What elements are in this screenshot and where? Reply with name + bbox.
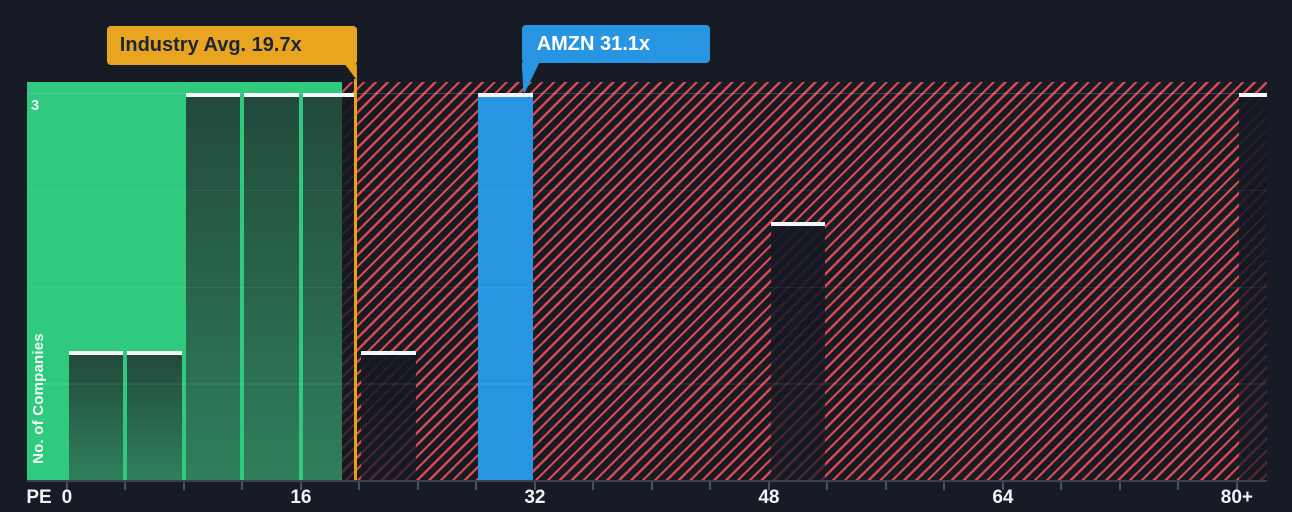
- industry-avg-line: [354, 79, 357, 480]
- x-axis-tick: [416, 481, 419, 490]
- x-axis-tick: [1060, 481, 1063, 490]
- bar-pe-20-24[interactable]: [361, 351, 416, 480]
- bar-top-line: [302, 93, 357, 98]
- gridline-horizontal: [26, 286, 1267, 288]
- bar-top-line: [478, 93, 533, 98]
- bar-fill: [68, 355, 124, 480]
- x-axis-tick: [124, 481, 127, 490]
- bar-top-line: [127, 351, 182, 356]
- x-axis-tick-label: 48: [758, 487, 780, 508]
- bar-pe-12-16[interactable]: [244, 93, 299, 480]
- bar-pe-16-20[interactable]: [302, 93, 357, 480]
- bar-fill: [770, 226, 826, 480]
- bar-fill: [127, 355, 182, 480]
- x-axis-tick: [1177, 481, 1180, 490]
- bar-fill: [302, 97, 342, 480]
- bar-top-line: [1238, 93, 1267, 98]
- x-axis-line: [26, 479, 1267, 482]
- x-axis-tick: [65, 481, 68, 490]
- x-axis-tick-label: 32: [524, 487, 546, 508]
- x-axis-tick: [533, 481, 536, 490]
- x-axis-title: PE: [26, 487, 52, 508]
- amzn-callout: AMZN 31.1x: [521, 25, 710, 63]
- x-axis-tick-label: 0: [61, 487, 73, 508]
- x-axis-tick: [592, 481, 595, 490]
- bar-pe-80-82[interactable]: [1238, 93, 1267, 480]
- x-axis-tick-label: 64: [992, 487, 1014, 508]
- bar-fill: [185, 97, 241, 480]
- x-axis-tick: [475, 481, 478, 490]
- x-axis-tick: [358, 481, 361, 490]
- x-axis-tick: [884, 481, 887, 490]
- bar-pe-8-12[interactable]: [185, 93, 241, 480]
- x-axis-tick: [1001, 481, 1004, 490]
- x-axis-tick: [767, 481, 770, 490]
- y-axis-max-label: 3: [30, 97, 40, 114]
- x-axis-tick: [709, 481, 712, 490]
- x-axis-tick-label: 16: [290, 487, 312, 508]
- bar-fill: [1238, 97, 1267, 480]
- bar-fill: [361, 355, 416, 480]
- bar-fill: [244, 97, 299, 480]
- x-axis-tick: [943, 481, 946, 490]
- bar-fill: [478, 97, 533, 480]
- bar-top-line: [68, 351, 124, 356]
- industry-avg-callout: Industry Avg. 19.7x: [106, 26, 357, 65]
- bar-pe-4-8[interactable]: [127, 351, 182, 480]
- bar-top-line: [244, 93, 299, 98]
- x-axis-tick: [1118, 481, 1121, 490]
- bar-fill: [341, 97, 357, 480]
- x-axis-tick: [650, 481, 653, 490]
- gridline-horizontal-max: [26, 92, 1267, 95]
- x-axis-tick: [299, 481, 302, 490]
- bar-top-line: [361, 351, 416, 356]
- gridline-horizontal: [26, 189, 1267, 192]
- x-axis-tick: [182, 481, 185, 490]
- bar-pe-0-4[interactable]: [68, 351, 124, 480]
- x-axis-tick: [826, 481, 829, 490]
- industry-avg-callout-label: Industry Avg. 19.7x: [119, 34, 302, 56]
- y-axis-title: No. of Companies: [30, 333, 47, 464]
- x-axis-tick-label: 80+: [1220, 487, 1253, 508]
- x-axis-tick: [241, 481, 244, 490]
- amzn-callout-label: AMZN 31.1x: [536, 33, 651, 55]
- bar-top-line: [185, 93, 241, 98]
- bar-pe-48-52[interactable]: [770, 222, 826, 480]
- gridline-horizontal: [26, 383, 1267, 385]
- bar-amzn[interactable]: [478, 93, 533, 480]
- bar-top-line: [770, 222, 826, 227]
- x-axis-tick: [1235, 481, 1238, 490]
